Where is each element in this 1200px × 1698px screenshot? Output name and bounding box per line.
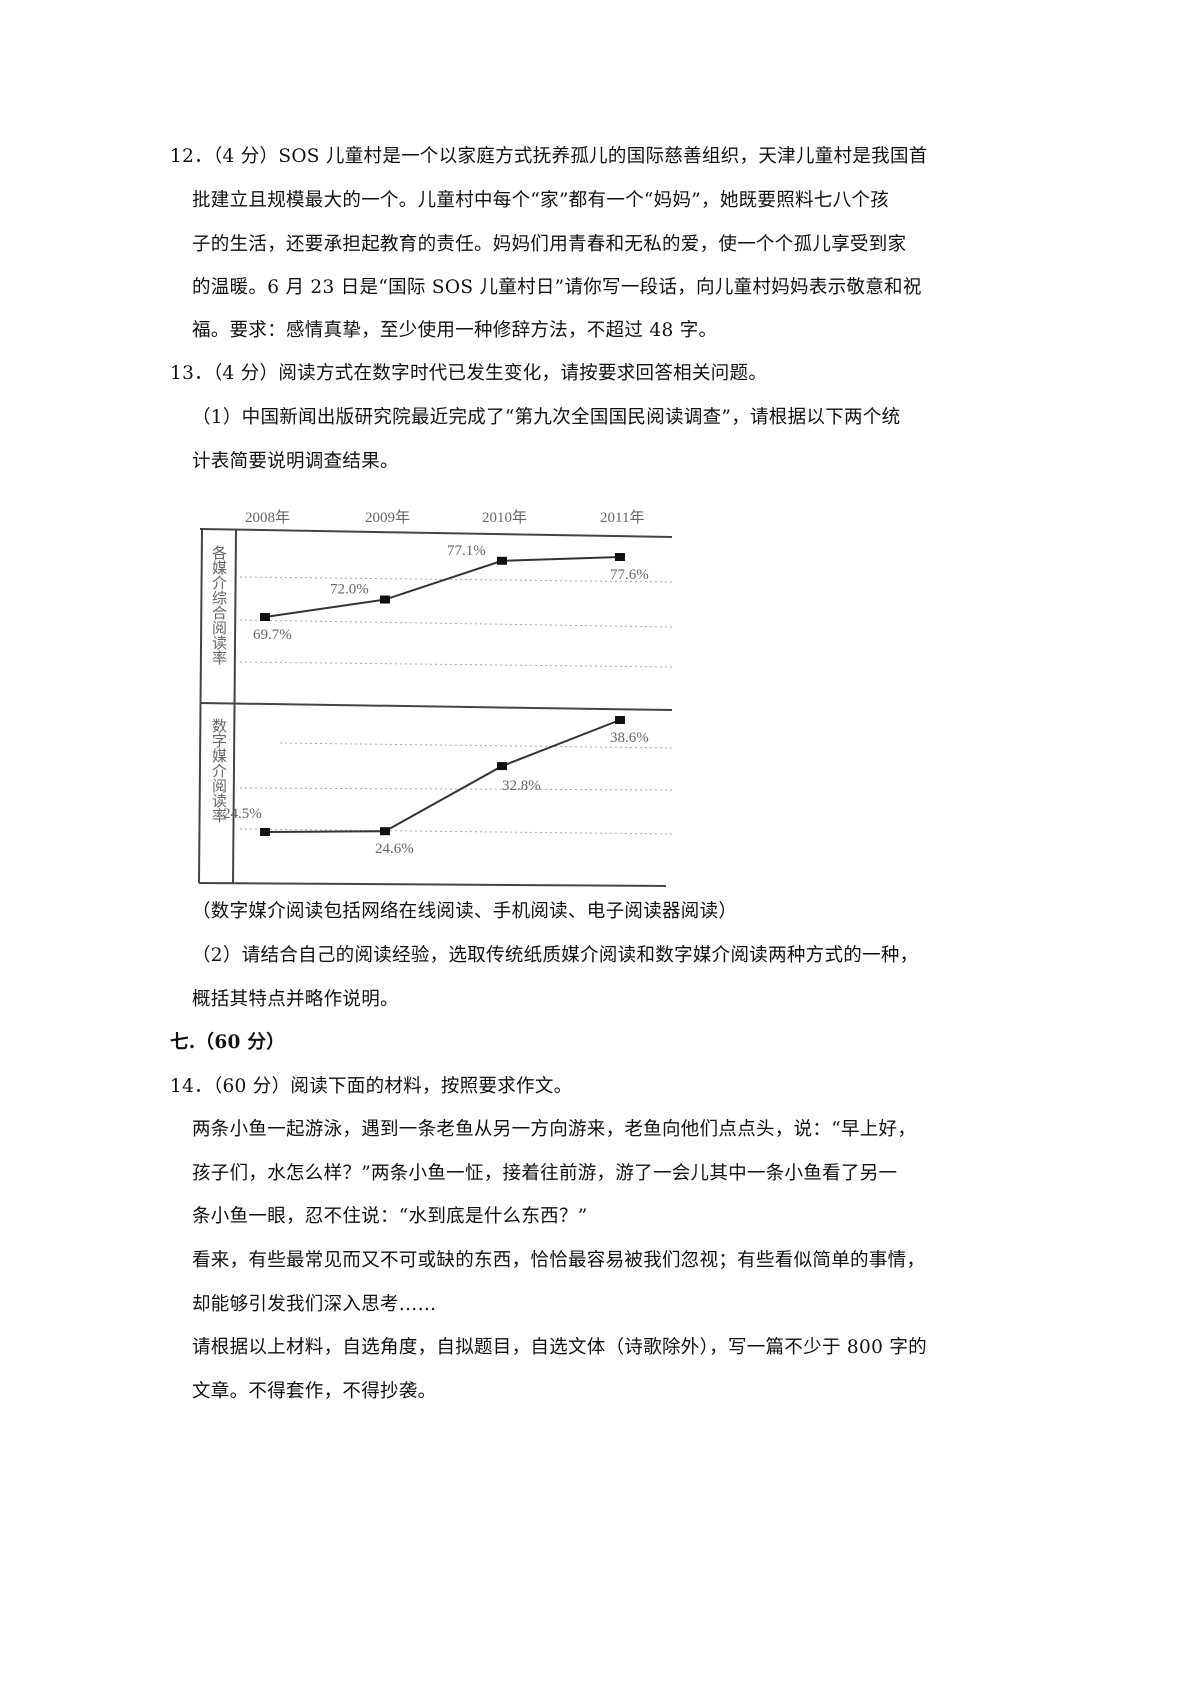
data-point bbox=[380, 595, 390, 604]
q12-line: 的温暖。6 月 23 日是“国际 SOS 儿童村日”请你写一段话，向儿童村妈妈表… bbox=[192, 277, 922, 298]
chart-frame bbox=[198, 528, 673, 887]
q14-line: 看来，有些最常见而又不可或缺的东西，恰恰最容易被我们忽视；有些看似简单的事情， bbox=[192, 1250, 926, 1271]
data-label: 69.7% bbox=[253, 627, 292, 643]
data-point bbox=[260, 613, 270, 621]
q13-part2: 概括其特点并略作说明。 bbox=[192, 989, 399, 1010]
data-point bbox=[615, 716, 625, 724]
data-label: 38.6% bbox=[610, 730, 649, 746]
series-label-all-media: 各媒介综合阅读率 bbox=[210, 545, 227, 665]
year-tick-label: 2010年 bbox=[482, 509, 527, 526]
q13-part1: （1）中国新闻出版研究院最近完成了“第九次全国国民阅读调查”，请根据以下两个统 bbox=[192, 407, 901, 428]
q14-line: 请根据以上材料，自选角度，自拟题目，自选文体（诗歌除外），写一篇不少于 800 … bbox=[192, 1337, 927, 1358]
q14-line: 孩子们，水怎么样？”两条小鱼一怔，接着往前游，游了一会儿其中一条小鱼看了另一 bbox=[192, 1163, 898, 1184]
reading-rate-chart: 2008年 2009年 2010年 2011年 各媒介综合阅读率 数字媒介阅读率 69… bbox=[198, 509, 673, 887]
q12-line: 批建立且规模最大的一个。儿童村中每个“家”都有一个“妈妈”，她既要照料七八个孩 bbox=[192, 190, 890, 211]
q14-line: 条小鱼一眼，忍不住说：“水到底是什么东西？” bbox=[192, 1206, 588, 1227]
q12-line: 子的生活，还要承担起教育的责任。妈妈们用青春和无私的爱，使一个个孤儿享受到家 bbox=[192, 234, 907, 255]
q14-line: 两条小鱼一起游泳，遇到一条老鱼从另一方向游来，老鱼向他们点点头，说：“早上好， bbox=[192, 1119, 917, 1140]
series-line bbox=[264, 556, 621, 618]
year-tick-label: 2011年 bbox=[600, 509, 644, 526]
chart-caption: （数字媒介阅读包括网络在线阅读、手机阅读、电子阅读器阅读） bbox=[192, 901, 738, 922]
q12-line: 12．（4 分）SOS 儿童村是一个以家庭方式抚养孤儿的国际慈善组织，天津儿童村… bbox=[170, 146, 928, 167]
data-point bbox=[380, 827, 390, 836]
q14-line: 文章。不得套作，不得抄袭。 bbox=[192, 1381, 437, 1402]
data-point bbox=[497, 556, 507, 565]
data-label: 77.1% bbox=[447, 543, 486, 559]
year-tick-label: 2009年 bbox=[365, 509, 410, 526]
q14-line: 却能够引发我们深入思考…… bbox=[192, 1294, 437, 1315]
q14-title: 14．（60 分）阅读下面的材料，按照要求作文。 bbox=[170, 1076, 573, 1097]
year-tick-label: 2008年 bbox=[245, 509, 290, 526]
q12-line: 福。要求：感情真挚，至少使用一种修辞方法，不超过 48 字。 bbox=[192, 320, 718, 341]
section-heading: 七.（60 分） bbox=[170, 1032, 286, 1053]
data-label: 77.6% bbox=[610, 567, 649, 583]
data-label: 24.6% bbox=[375, 841, 414, 857]
series-label-digital: 数字媒介阅读率 bbox=[210, 718, 227, 823]
q13-part1: 计表简要说明调查结果。 bbox=[192, 451, 399, 472]
data-label: 24.5% bbox=[223, 806, 262, 822]
q13-part2: （2）请结合自己的阅读经验，选取传统纸质媒介阅读和数字媒介阅读两种方式的一种， bbox=[192, 945, 919, 966]
data-label: 72.0% bbox=[330, 582, 369, 598]
data-point bbox=[260, 828, 270, 836]
grid-lines bbox=[239, 576, 673, 835]
series-line bbox=[264, 719, 621, 833]
data-point bbox=[615, 553, 625, 561]
data-label: 32.8% bbox=[502, 778, 541, 794]
data-point bbox=[497, 762, 507, 771]
q13-title: 13．（4 分）阅读方式在数字时代已发生变化，请按要求回答相关问题。 bbox=[170, 363, 768, 384]
